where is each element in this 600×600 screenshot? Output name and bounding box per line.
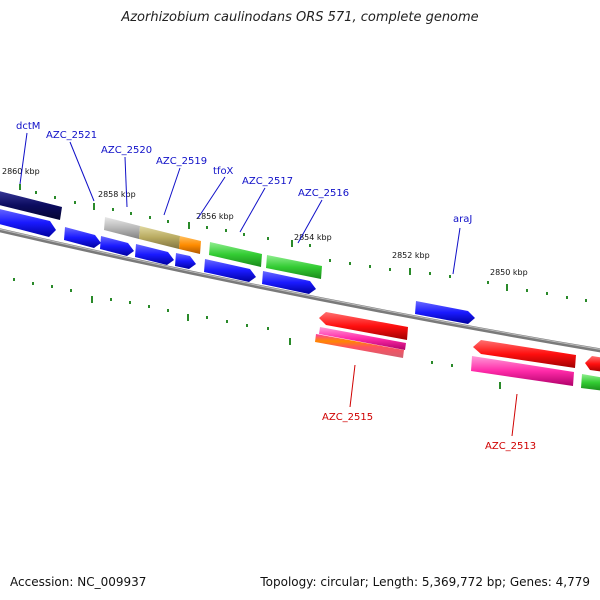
cds-AZC_2516[interactable] — [262, 271, 316, 294]
gene-AZC_2520[interactable] — [104, 217, 140, 239]
label-araJ[interactable]: araJ — [453, 214, 472, 225]
cds-AZC_2519[interactable] — [135, 244, 174, 265]
cds-partial-right[interactable] — [585, 356, 600, 372]
cds-AZC_2520[interactable] — [100, 236, 134, 256]
label-AZC_2513[interactable]: AZC_2513 — [485, 441, 536, 452]
gene-dctM[interactable] — [0, 190, 62, 220]
gene-AZC_2515[interactable] — [319, 327, 406, 350]
label-AZC_2516[interactable]: AZC_2516 — [298, 188, 349, 199]
tick-label-2860: 2860 kbp — [2, 167, 40, 176]
label-leader-lines — [19, 132, 518, 437]
map-title: Azorhizobium caulinodans ORS 571, comple… — [121, 10, 479, 25]
forward-track-outer — [0, 190, 322, 279]
gene-AZC_2516[interactable] — [266, 255, 322, 279]
tick-label-2852: 2852 kbp — [392, 251, 430, 260]
inner-tick-track — [13, 278, 501, 389]
gene-tfoX[interactable] — [179, 236, 201, 254]
cds-dctM[interactable] — [0, 208, 56, 237]
tick-label-2850: 2850 kbp — [490, 268, 528, 277]
label-dctM[interactable]: dctM — [16, 121, 40, 132]
gene-AZC_2517[interactable] — [209, 242, 262, 267]
cds-AZC_2513[interactable] — [473, 340, 576, 368]
cds-AZC_2517[interactable] — [204, 259, 256, 282]
label-AZC_2517[interactable]: AZC_2517 — [242, 176, 293, 187]
label-AZC_2521[interactable]: AZC_2521 — [46, 130, 97, 141]
gene-AZC_2515-stripes — [315, 334, 404, 358]
cds-araJ[interactable] — [415, 301, 475, 324]
label-AZC_2515[interactable]: AZC_2515 — [322, 412, 373, 423]
label-AZC_2520[interactable]: AZC_2520 — [101, 145, 152, 156]
cds-AZC_2521[interactable] — [64, 227, 101, 248]
accession-text: Accession: NC_009937 — [10, 575, 147, 589]
genome-summary-text: Topology: circular; Length: 5,369,772 bp… — [260, 575, 590, 589]
outer-tick-track — [19, 184, 587, 302]
cds-tfoX[interactable] — [175, 253, 196, 269]
tick-label-2858: 2858 kbp — [98, 190, 136, 199]
label-tfoX[interactable]: tfoX — [213, 166, 234, 177]
gene-AZC_2513[interactable] — [471, 356, 574, 386]
label-AZC_2519[interactable]: AZC_2519 — [156, 156, 207, 167]
reverse-track — [315, 312, 600, 391]
tick-label-2856: 2856 kbp — [196, 212, 234, 221]
tick-label-2854: 2854 kbp — [294, 233, 332, 242]
forward-track-inner — [0, 208, 475, 324]
cds-AZC_2515[interactable] — [319, 312, 408, 340]
gene-AZC_2519[interactable] — [139, 226, 180, 249]
gene-partial-right[interactable] — [581, 374, 600, 391]
genome-backbone — [0, 228, 600, 353]
